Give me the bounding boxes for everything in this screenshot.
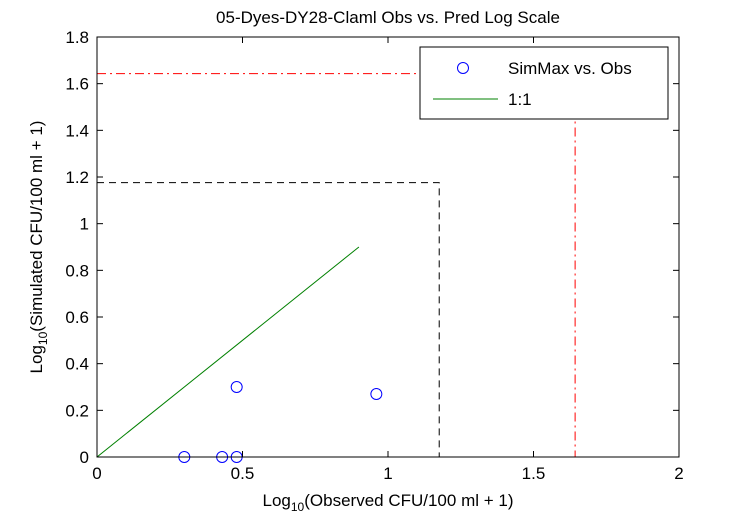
y-axis: 0 0.2 0.4 0.6 0.8 1 1.2 1.4 1.6 1.8 xyxy=(65,28,679,467)
y-tick-label: 0.4 xyxy=(65,355,89,374)
data-point xyxy=(230,381,243,393)
x-axis-label-prefix: Log xyxy=(263,491,291,510)
x-tick-label: 1 xyxy=(383,464,392,483)
x-axis-label-suffix: (Observed CFU/100 ml + 1) xyxy=(304,491,513,510)
data-point xyxy=(370,388,383,400)
y-tick-label: 0 xyxy=(80,448,89,467)
x-axis-label: Log10(Observed CFU/100 ml + 1) xyxy=(263,491,514,514)
chart-title: 05-Dyes-DY28-Claml Obs vs. Pred Log Scal… xyxy=(216,8,560,27)
series-lines xyxy=(96,246,360,458)
x-tick-label: 1.5 xyxy=(522,464,546,483)
y-axis-label: Log10(Simulated CFU/100 ml + 1) xyxy=(27,121,50,374)
legend-box xyxy=(419,46,669,120)
y-tick-label: 1 xyxy=(80,215,89,234)
y-tick-label: 0.8 xyxy=(65,261,89,280)
legend-marker-simmax xyxy=(457,62,469,74)
legend: SimMax vs. Obs 1:1 xyxy=(419,46,669,120)
y-tick-label: 1.4 xyxy=(65,121,89,140)
x-tick-label: 0 xyxy=(92,464,101,483)
y-tick-label: 1.2 xyxy=(65,168,89,187)
x-axis-label-subscript: 10 xyxy=(291,500,305,514)
y-tick-label: 0.6 xyxy=(65,308,89,327)
x-tick-label: 0.5 xyxy=(231,464,255,483)
x-tick-label: 2 xyxy=(674,464,683,483)
x-axis: 0 0.5 1 1.5 2 xyxy=(92,37,684,483)
y-axis-label-prefix: Log xyxy=(27,345,46,373)
y-tick-label: 1.6 xyxy=(65,75,89,94)
y-tick-label: 0.2 xyxy=(65,401,89,420)
y-axis-label-subscript: 10 xyxy=(36,331,50,345)
y-tick-label: 1.8 xyxy=(65,28,89,47)
y-axis-label-suffix: (Simulated CFU/100 ml + 1) xyxy=(27,121,46,332)
legend-label-one-to-one: 1:1 xyxy=(508,90,532,109)
legend-label-simmax: SimMax vs. Obs xyxy=(508,59,632,78)
reference-line-dashed xyxy=(97,182,440,457)
one-to-one-line xyxy=(96,246,360,458)
